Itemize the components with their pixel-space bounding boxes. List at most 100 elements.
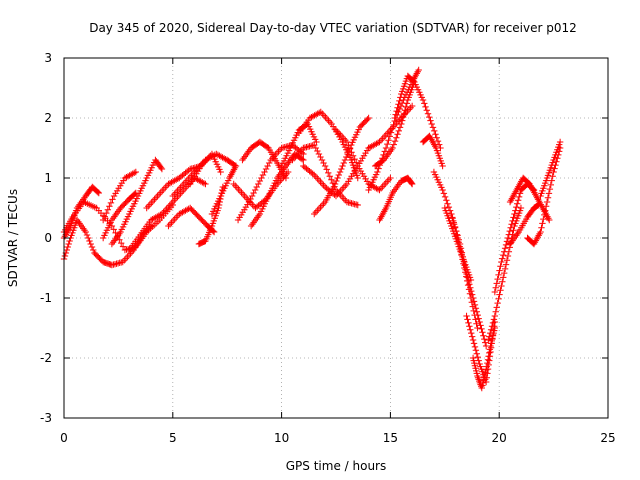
data-point [106,203,113,210]
data-point [63,246,70,254]
data-point [501,245,509,252]
data-point [158,165,166,173]
data-point [506,227,513,235]
data-point [499,255,506,262]
data-point [101,213,108,220]
data-point [434,137,442,145]
data-point [427,117,434,124]
data-point [495,295,502,303]
data-point [284,168,292,176]
series-track-29 [419,132,446,170]
data-point [256,177,264,185]
data-point [374,168,381,176]
data-point [482,366,490,374]
series-track-32 [448,210,481,332]
data-point [544,194,552,201]
data-point [262,165,270,173]
data-point [315,150,323,158]
data-point [502,261,510,268]
x-tick-label: 5 [169,431,177,445]
data-point [503,257,511,264]
data-point [253,183,260,191]
data-point [334,174,341,182]
data-point [326,173,333,180]
data-point [336,168,344,176]
data-point [457,247,464,255]
data-point [500,251,507,259]
y-tick-label: -1 [40,291,52,305]
data-point [494,299,501,307]
data-point [486,349,493,357]
data-point [265,159,273,167]
data-point [408,179,415,187]
series-track-34 [469,324,499,392]
data-point [489,319,497,327]
data-point [440,190,448,197]
data-point [317,153,324,161]
y-tick-label: -3 [40,411,52,425]
data-point [393,134,400,141]
data-point [493,304,500,311]
data-point [365,114,372,122]
data-point [468,299,476,306]
data-point [397,94,404,101]
data-point [343,153,350,161]
data-point [475,315,482,322]
data-point [486,333,493,340]
data-point [468,329,475,337]
data-point [251,186,259,194]
data-point [454,234,462,242]
chart-title: Day 345 of 2020, Sidereal Day-to-day VTE… [89,21,577,35]
data-point [353,159,360,166]
data-point [338,165,345,173]
data-point [428,120,435,128]
data-point [232,162,240,170]
data-point [472,347,480,354]
data-point [444,200,451,207]
data-point [464,281,472,289]
data-point [500,274,507,281]
data-point [395,101,402,108]
data-point [330,183,338,191]
data-point [496,267,503,274]
data-point [110,226,117,233]
data-point [541,211,548,219]
data-point [461,264,468,272]
data-point [316,109,323,117]
data-point [465,286,473,293]
data-point [504,234,512,242]
data-point [550,168,557,176]
data-point [469,336,477,344]
data-point [499,278,506,285]
data-point [491,288,499,296]
data-point [497,287,504,294]
data-point [472,316,479,323]
data-point [395,127,402,135]
data-point [300,156,307,164]
data-point [103,209,110,217]
data-point [344,150,351,158]
data-point [261,168,268,176]
series-track-5 [99,189,140,242]
data-point [348,149,355,156]
data-point [494,275,501,283]
data-point [346,145,354,153]
data-point [423,107,430,114]
data-point [426,113,433,121]
data-point [548,177,555,184]
data-point [463,273,470,280]
series-track-9 [165,204,218,236]
data-point [481,335,488,343]
data-point [390,141,398,148]
data-point [202,180,209,188]
data-point [511,210,518,218]
data-point [493,280,500,287]
data-point [401,107,409,114]
data-point [514,200,521,207]
data-point [485,336,492,344]
data-point [255,180,262,188]
x-tick-label: 20 [492,431,507,445]
data-point [258,174,265,182]
data-point [462,269,469,276]
data-point [479,329,486,336]
